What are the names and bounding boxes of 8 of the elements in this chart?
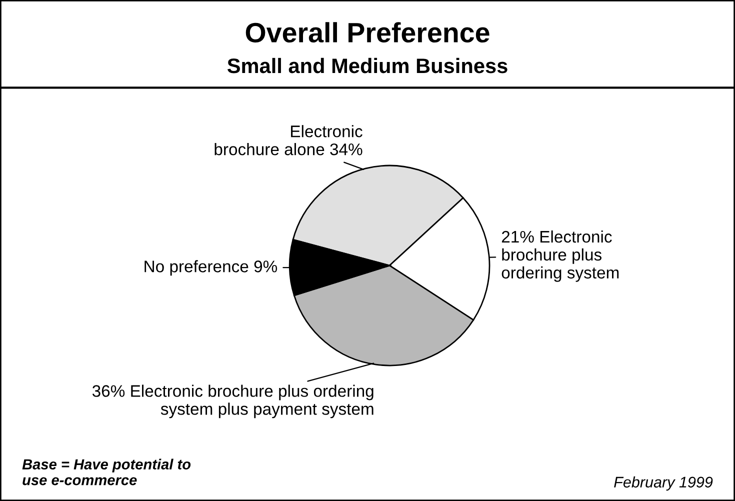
slice-label: 21% Electronic brochure plus ordering system (502, 230, 619, 282)
slice-label: No preference 9% (144, 260, 278, 276)
slice-label: 36% Electronic brochure plus ordering system plus payment system (92, 384, 374, 418)
text: February 1999 (614, 476, 713, 491)
slice-label: Electronic brochure alone 34% (214, 125, 362, 156)
chart-subtitle: Small and Medium Business (227, 58, 508, 74)
chart-title: Overall Preference (246, 22, 490, 43)
text: Base = Have potential to use e-commerce (22, 458, 191, 486)
